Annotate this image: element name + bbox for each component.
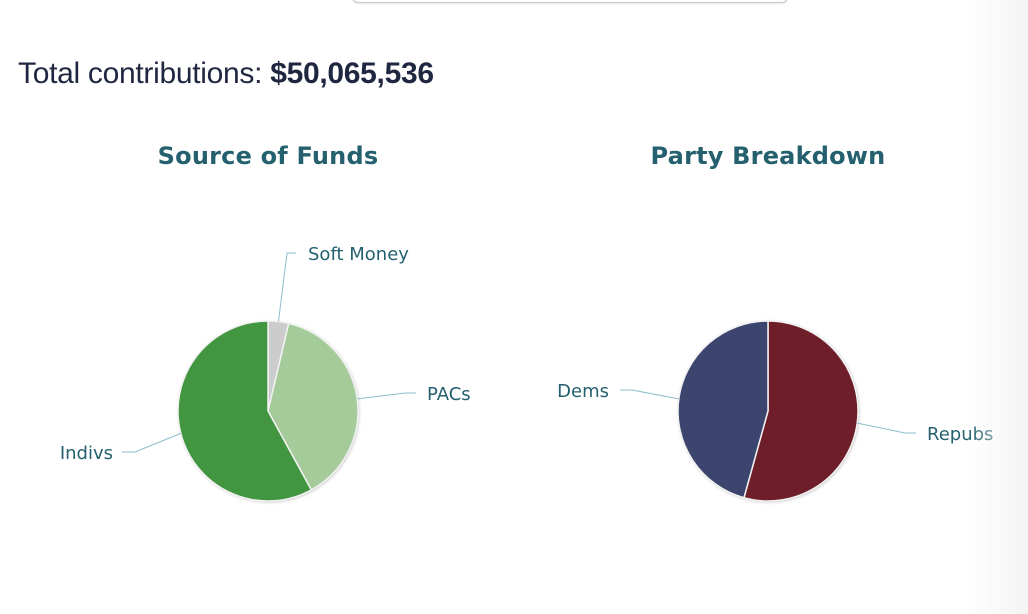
source-chart-title: Source of Funds bbox=[157, 142, 379, 170]
slice-label: Soft Money bbox=[308, 244, 409, 265]
pie-slice-dems[interactable] bbox=[677, 320, 769, 499]
source-of-funds-pie: Soft Money PACs Indivs bbox=[60, 244, 471, 502]
leader-line bbox=[122, 432, 182, 453]
slice-label: Dems bbox=[557, 381, 609, 402]
slice-label: PACs bbox=[427, 384, 471, 405]
leader-line bbox=[357, 392, 416, 400]
party-chart-title: Party Breakdown bbox=[650, 142, 886, 170]
total-contributions: Total contributions: $50,065,536 bbox=[18, 57, 434, 91]
slice-label: Indivs bbox=[60, 443, 113, 464]
total-amount: $50,065,536 bbox=[270, 57, 434, 90]
leader-line bbox=[857, 422, 916, 434]
total-label: Total contributions: bbox=[18, 57, 263, 90]
leader-line bbox=[620, 389, 679, 400]
scroll-edge-fade bbox=[968, 0, 1028, 614]
pie-slice-indivs[interactable] bbox=[177, 320, 313, 502]
pie-slice-repubs[interactable] bbox=[743, 320, 859, 502]
leader-line bbox=[277, 252, 296, 322]
